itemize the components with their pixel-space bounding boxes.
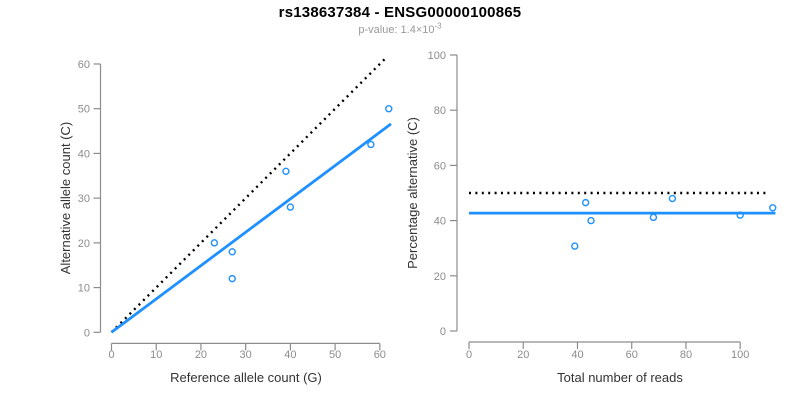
y-tick-label: 30 bbox=[78, 193, 90, 205]
x-axis-title: Total number of reads bbox=[557, 370, 683, 385]
data-point bbox=[367, 140, 375, 149]
y-tick-label: 50 bbox=[78, 104, 90, 116]
plot-subtitle: p-value: 1.4×10-3 bbox=[0, 21, 800, 36]
x-tick-label: 40 bbox=[571, 349, 583, 361]
x-tick-label: 60 bbox=[626, 349, 638, 361]
y-axis-title: Percentage alternative (C) bbox=[405, 117, 420, 269]
charts-canvas: 0 10 20 30 40 50 60 0 10 20 30 40 50 60 Reference alle… bbox=[58, 50, 777, 385]
data-point bbox=[736, 211, 744, 219]
data-point bbox=[649, 213, 658, 222]
x-axis-title: Reference allele count (G) bbox=[170, 370, 322, 385]
data-point bbox=[769, 204, 777, 212]
data-point bbox=[286, 203, 295, 211]
x-tick-label: 20 bbox=[517, 349, 529, 361]
y-tick-label: 0 bbox=[440, 326, 446, 338]
x-tick-label: 80 bbox=[680, 349, 692, 361]
y-tick-label: 40 bbox=[78, 148, 90, 160]
identity-line bbox=[110, 57, 387, 334]
x-tick-label: 60 bbox=[374, 349, 386, 361]
y-tick-label: 40 bbox=[434, 216, 446, 228]
data-point bbox=[668, 194, 677, 203]
x-tick-label: 30 bbox=[240, 349, 252, 361]
x-tick-label: 10 bbox=[150, 349, 162, 361]
y-tick-label: 20 bbox=[78, 238, 90, 250]
data-point bbox=[282, 167, 290, 176]
data-point bbox=[385, 104, 393, 113]
data-point bbox=[210, 239, 219, 247]
p-value-text: p-value: 1.4×10 bbox=[358, 24, 435, 36]
figure-header: rs138637384 - ENSG00000100865 p-value: 1… bbox=[0, 4, 800, 36]
percentage-vs-reads-plot: 0 20 40 60 80 100 0 20 40 60 80 100 Total number of … bbox=[405, 50, 777, 385]
x-tick-label: 0 bbox=[108, 349, 114, 361]
data-point bbox=[571, 242, 579, 250]
data-point bbox=[587, 216, 595, 225]
data-point bbox=[581, 198, 590, 207]
x-tick-label: 0 bbox=[466, 349, 472, 361]
data-point bbox=[228, 248, 236, 256]
y-tick-label: 60 bbox=[78, 59, 90, 71]
plot-title: rs138637384 - ENSG00000100865 bbox=[278, 4, 522, 21]
x-tick-label: 50 bbox=[329, 349, 341, 361]
allele-counts-plot: 0 10 20 30 40 50 60 0 10 20 30 40 50 60 Reference alle… bbox=[58, 57, 393, 385]
y-tick-label: 20 bbox=[434, 271, 446, 283]
x-tick-label: 40 bbox=[284, 349, 296, 361]
p-value-exponent: -3 bbox=[434, 21, 442, 31]
x-tick-label: 20 bbox=[195, 349, 207, 361]
y-tick-label: 80 bbox=[434, 105, 446, 117]
data-point bbox=[228, 274, 236, 283]
y-tick-label: 10 bbox=[78, 283, 90, 295]
y-tick-label: 0 bbox=[84, 327, 90, 339]
regression-line bbox=[110, 122, 392, 334]
y-tick-label: 60 bbox=[434, 160, 446, 172]
x-tick-label: 100 bbox=[731, 349, 749, 361]
y-axis-title: Alternative allele count (C) bbox=[58, 122, 73, 274]
y-tick-label: 100 bbox=[428, 50, 446, 62]
